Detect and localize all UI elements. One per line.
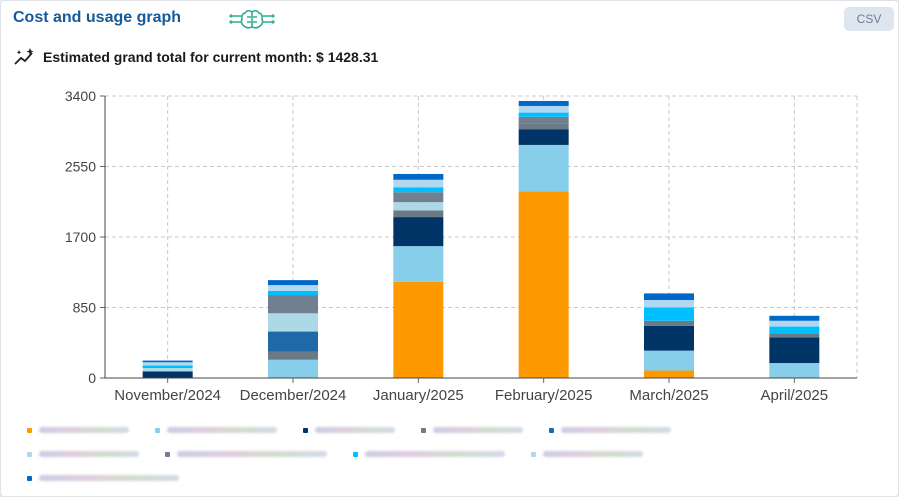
bar-segment <box>268 331 318 352</box>
legend-item[interactable] <box>27 425 137 437</box>
bar-segment <box>393 246 444 282</box>
bar-segment <box>518 144 569 192</box>
bar-segment <box>393 210 444 218</box>
x-tick-label: January/2025 <box>373 387 464 404</box>
bar-segment <box>769 320 820 327</box>
legend-item[interactable] <box>421 425 531 437</box>
bar-segment <box>142 362 193 366</box>
legend-item[interactable] <box>353 449 513 461</box>
bar-segment <box>769 333 820 338</box>
legend-label-obscured <box>561 427 671 433</box>
y-tick-label: 1700 <box>65 229 96 245</box>
csv-download-button[interactable]: CSV <box>844 7 894 31</box>
bar-segment <box>518 100 569 106</box>
bar-segment <box>518 123 569 130</box>
bar-segment <box>142 371 193 378</box>
legend-swatch <box>421 428 426 433</box>
bar-segment <box>268 359 318 378</box>
bar-segment <box>518 112 569 117</box>
bar-segment <box>393 202 444 211</box>
bar-segment <box>142 360 193 363</box>
legend-item[interactable] <box>27 473 187 485</box>
cost-bar-chart: 0 850 1700 2550 3400 November/2024 December/20… <box>65 88 858 404</box>
bar-segment <box>644 370 694 378</box>
legend-item[interactable] <box>155 425 285 437</box>
bar-segment <box>518 129 569 145</box>
legend-swatch <box>549 428 554 433</box>
bar-segment <box>769 315 820 321</box>
legend-label-obscured <box>167 427 277 433</box>
x-tick-label: November/2024 <box>114 387 221 404</box>
x-tick-label: April/2025 <box>761 387 829 404</box>
bar-segment <box>142 368 193 372</box>
legend-label-obscured <box>433 427 523 433</box>
bar-segment <box>769 337 820 364</box>
legend-swatch <box>303 428 308 433</box>
bar-segment <box>393 179 444 188</box>
y-tick-label: 0 <box>88 370 96 386</box>
legend-label-obscured <box>315 427 395 433</box>
bar-segment <box>393 217 444 247</box>
x-tick-label: December/2024 <box>240 387 347 404</box>
grand-total-row: Estimated grand total for current month:… <box>13 47 378 67</box>
bar-segment <box>644 325 694 351</box>
bar-segment <box>268 351 318 360</box>
bar-segment <box>393 281 444 378</box>
x-tick-label: February/2025 <box>495 387 593 404</box>
bar-segment <box>518 105 569 113</box>
bar-segment <box>268 280 318 286</box>
bar-segment <box>644 307 694 321</box>
legend-label-obscured <box>543 451 643 457</box>
legend-item[interactable] <box>165 449 335 461</box>
legend-label-obscured <box>39 427 129 433</box>
legend-label-obscured <box>39 475 179 481</box>
legend-item[interactable] <box>549 425 679 437</box>
bar-segment <box>268 313 318 332</box>
bar-segment <box>644 293 694 301</box>
y-tick-label: 2550 <box>65 159 96 175</box>
bar-segment <box>268 285 318 291</box>
y-tick-label: 850 <box>73 300 97 316</box>
bar-segment <box>393 187 444 193</box>
legend-label-obscured <box>39 451 139 457</box>
legend-swatch <box>155 428 160 433</box>
legend-item[interactable] <box>27 449 147 461</box>
bar-segment <box>142 365 193 369</box>
legend-swatch <box>27 476 32 481</box>
card-title: Cost and usage graph <box>13 9 182 26</box>
brain-circuit-icon <box>229 9 275 29</box>
sparkle-trend-icon <box>14 48 34 65</box>
bar-segment <box>644 350 694 371</box>
bar-segment <box>268 295 318 314</box>
legend-swatch <box>531 452 536 457</box>
grand-total-text: Estimated grand total for current month:… <box>43 49 379 65</box>
bar-segment <box>769 363 820 378</box>
legend-swatch <box>353 452 358 457</box>
legend-label-obscured <box>177 451 327 457</box>
legend-label-obscured <box>365 451 505 457</box>
bar-segment <box>268 290 318 296</box>
bar-segment <box>518 116 569 124</box>
y-tick-label: 3400 <box>65 88 96 104</box>
bar-segment <box>769 326 820 334</box>
legend-swatch <box>27 428 32 433</box>
legend-item[interactable] <box>531 449 651 461</box>
x-tick-label: March/2025 <box>629 387 708 404</box>
chart-legend <box>27 421 787 493</box>
bar-segment <box>644 320 694 326</box>
legend-swatch <box>27 452 32 457</box>
legend-swatch <box>165 452 170 457</box>
legend-item[interactable] <box>303 425 403 437</box>
bar-segment <box>393 192 444 203</box>
bar-segment <box>518 191 569 378</box>
bar-segment <box>393 173 444 180</box>
bar-segment <box>644 300 694 308</box>
